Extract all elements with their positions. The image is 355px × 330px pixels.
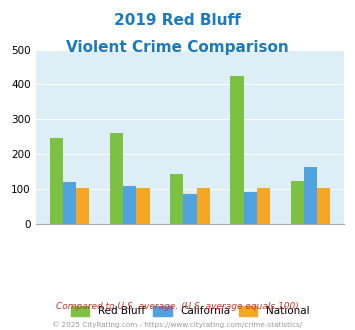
- Bar: [170, 174, 183, 224]
- Bar: [197, 188, 210, 224]
- Bar: [257, 188, 270, 224]
- Bar: [63, 182, 76, 224]
- Bar: [290, 181, 304, 224]
- Bar: [50, 138, 63, 224]
- Text: 2019 Red Bluff: 2019 Red Bluff: [114, 13, 241, 28]
- Text: © 2025 CityRating.com - https://www.cityrating.com/crime-statistics/: © 2025 CityRating.com - https://www.city…: [53, 322, 302, 328]
- Bar: [317, 188, 330, 224]
- Bar: [76, 188, 89, 224]
- Bar: [110, 133, 123, 224]
- Bar: [183, 194, 197, 224]
- Legend: Red Bluff, California, National: Red Bluff, California, National: [67, 303, 312, 319]
- Bar: [123, 186, 136, 224]
- Bar: [244, 192, 257, 224]
- Bar: [230, 76, 244, 224]
- Bar: [304, 167, 317, 224]
- Text: Compared to U.S. average. (U.S. average equals 100): Compared to U.S. average. (U.S. average …: [56, 302, 299, 311]
- Text: Violent Crime Comparison: Violent Crime Comparison: [66, 40, 289, 54]
- Bar: [136, 188, 149, 224]
